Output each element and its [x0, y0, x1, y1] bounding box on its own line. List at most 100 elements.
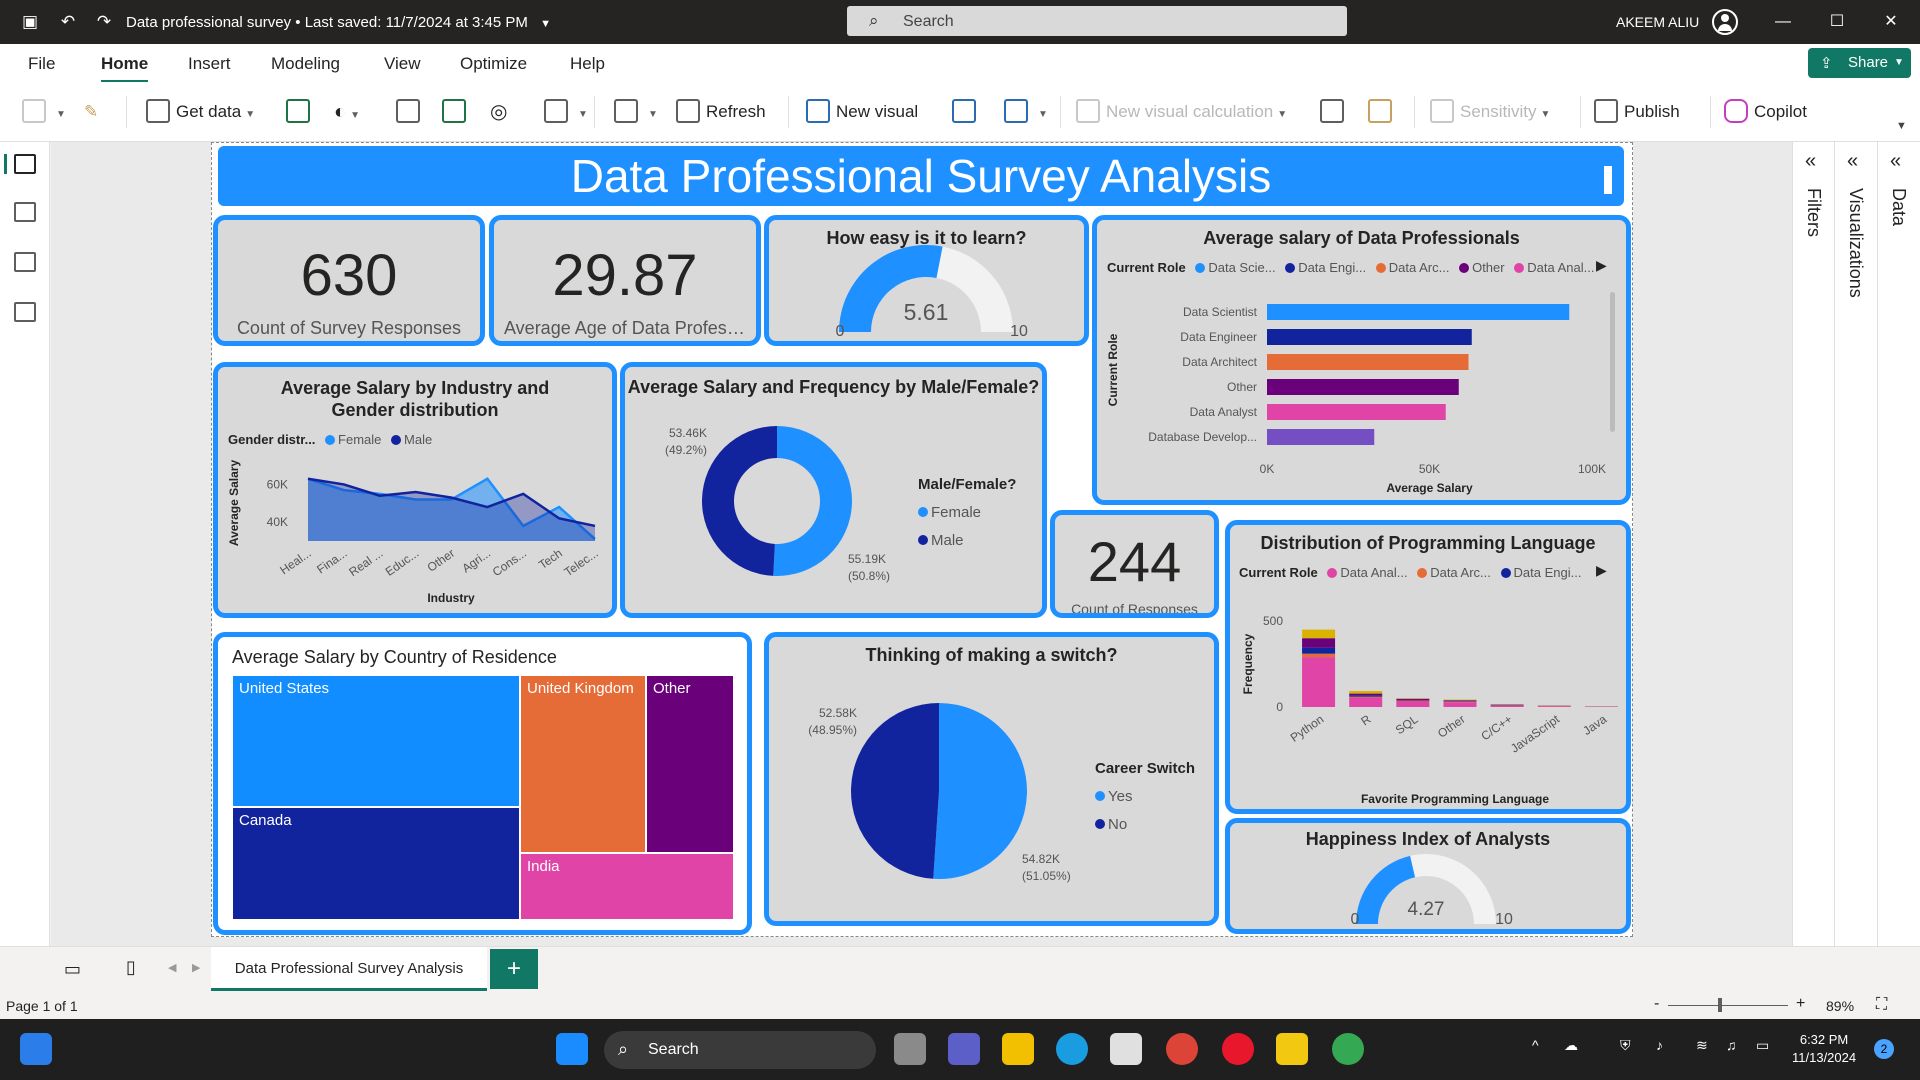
treemap-cell[interactable]: India: [520, 853, 734, 920]
bar-chart-salary-role[interactable]: Average salary of Data Professionals Cur…: [1092, 215, 1631, 505]
new-measure-button[interactable]: [1320, 96, 1350, 128]
filters-pane[interactable]: « Filters: [1792, 142, 1834, 946]
taskbar-search[interactable]: ⌕ Search: [604, 1031, 876, 1069]
kpi-card-age[interactable]: 29.87 Average Age of Data Professi...: [489, 215, 761, 346]
more-visuals-button[interactable]: ▼: [1004, 96, 1048, 128]
menu-home[interactable]: Home: [101, 54, 149, 83]
zoom-out-icon[interactable]: -: [1654, 995, 1660, 1012]
menu-insert[interactable]: Insert: [188, 54, 231, 73]
next-page-icon[interactable]: ▶: [192, 962, 201, 974]
previous-page-icon[interactable]: ◀: [168, 962, 177, 974]
taskbar-clock[interactable]: 6:32 PM 11/13/2024: [1792, 1032, 1857, 1065]
close-icon[interactable]: ✕: [1884, 13, 1898, 30]
area-chart-salary-industry[interactable]: Average Salary by Industry and Gender di…: [213, 362, 617, 618]
tab-data-professional-survey-analysis[interactable]: Data Professional Survey Analysis: [211, 947, 487, 991]
maximize-icon[interactable]: ☐: [1829, 13, 1845, 30]
document-title[interactable]: Data professional survey • Last saved: 1…: [126, 14, 551, 31]
sensitivity-button[interactable]: Sensitivity ▼: [1430, 96, 1550, 128]
stacked-bar-chart-programming-language[interactable]: Distribution of Programming Language Cur…: [1225, 520, 1631, 814]
teams-icon[interactable]: [948, 1033, 980, 1065]
widgets-icon[interactable]: [20, 1033, 52, 1065]
treemap-cell[interactable]: Other: [646, 675, 734, 853]
model-view-icon[interactable]: [14, 252, 36, 272]
share-button[interactable]: ⇪ Share ▼: [1808, 48, 1911, 78]
get-data-button[interactable]: Get data ▼: [146, 96, 255, 128]
gauge-card-happiness[interactable]: Happiness Index of Analysts 4.27 0 10: [1225, 818, 1631, 934]
zoom-slider-handle[interactable]: [1718, 998, 1722, 1012]
opera-icon[interactable]: [1222, 1033, 1254, 1065]
transform-data-button[interactable]: ▼: [614, 96, 658, 128]
kpi-card-count[interactable]: 244 Count of Responses: [1050, 510, 1219, 618]
fit-to-page-icon[interactable]: ⛶: [1876, 996, 1888, 1013]
legend-next-icon[interactable]: ▶: [1596, 257, 1607, 273]
sql-button[interactable]: [396, 96, 426, 128]
security-icon[interactable]: ⛨: [1620, 1037, 1631, 1053]
excel-button[interactable]: [286, 96, 316, 128]
menu-modeling[interactable]: Modeling: [271, 54, 340, 73]
chrome-icon[interactable]: [1166, 1033, 1198, 1065]
new-visual-button[interactable]: New visual: [806, 96, 918, 128]
file-explorer-icon[interactable]: [1002, 1033, 1034, 1065]
treemap-cell[interactable]: United Kingdom: [520, 675, 646, 853]
notification-badge[interactable]: 2: [1874, 1039, 1894, 1059]
visualizations-pane[interactable]: « Visualizations: [1834, 142, 1877, 946]
volume-icon[interactable]: ♫: [1726, 1037, 1737, 1053]
refresh-button[interactable]: Refresh: [676, 96, 766, 128]
microphone-icon[interactable]: ♪: [1656, 1037, 1663, 1053]
expand-icon[interactable]: «: [1847, 150, 1859, 172]
redo-icon[interactable]: ↷: [96, 12, 112, 31]
quick-measure-button[interactable]: [1368, 96, 1398, 128]
scrollbar[interactable]: [1604, 166, 1612, 194]
search-input[interactable]: ⌕ Search: [847, 6, 1347, 36]
store-icon[interactable]: [1110, 1033, 1142, 1065]
power-bi-icon[interactable]: [1276, 1033, 1308, 1065]
mobile-layout-icon[interactable]: ▯: [126, 957, 136, 977]
enter-data-button[interactable]: [442, 96, 472, 128]
expand-icon[interactable]: «: [1890, 150, 1902, 172]
chrome-profile-icon[interactable]: [1332, 1033, 1364, 1065]
format-painter-button[interactable]: ✎: [84, 102, 99, 121]
minimize-icon[interactable]: —: [1775, 13, 1791, 30]
treemap-cell[interactable]: Canada: [232, 807, 520, 920]
save-icon[interactable]: ▣: [21, 12, 39, 31]
recent-sources-button[interactable]: ▼: [544, 96, 588, 128]
undo-icon[interactable]: ↶: [60, 12, 76, 31]
edge-icon[interactable]: [1056, 1033, 1088, 1065]
text-box-button[interactable]: [952, 96, 982, 128]
zoom-slider[interactable]: [1668, 1005, 1788, 1006]
battery-icon[interactable]: ▭: [1756, 1037, 1770, 1053]
dax-query-view-icon[interactable]: [14, 302, 36, 322]
start-icon[interactable]: [556, 1033, 588, 1065]
desktop-layout-icon[interactable]: ▭: [64, 959, 82, 979]
table-view-icon[interactable]: [14, 202, 36, 222]
paste-button[interactable]: ▼: [22, 96, 66, 128]
onelake-button[interactable]: ◐ ▼: [334, 101, 360, 123]
copilot-button[interactable]: Copilot: [1724, 96, 1807, 128]
add-page-button[interactable]: +: [490, 949, 538, 989]
show-hidden-icons-icon[interactable]: ^: [1532, 1037, 1539, 1053]
wifi-icon[interactable]: ≋: [1696, 1037, 1708, 1053]
dataverse-button[interactable]: ◎: [490, 101, 508, 123]
expand-icon[interactable]: «: [1805, 150, 1817, 172]
publish-button[interactable]: Publish: [1594, 96, 1680, 128]
menu-help[interactable]: Help: [570, 54, 605, 73]
scrollbar[interactable]: [1610, 292, 1615, 432]
kpi-card-responses[interactable]: 630 Count of Survey Responses: [213, 215, 485, 346]
donut-chart-salary-gender[interactable]: Average Salary and Frequency by Male/Fem…: [620, 362, 1047, 618]
avatar[interactable]: [1712, 9, 1738, 35]
task-view-icon[interactable]: [894, 1033, 926, 1065]
pie-chart-career-switch[interactable]: Thinking of making a switch? 54.82K (51.0…: [764, 632, 1219, 926]
ribbon-collapse-icon[interactable]: ▼: [1896, 120, 1907, 132]
new-visual-calculation-button[interactable]: New visual calculation ▼: [1076, 96, 1287, 128]
menu-view[interactable]: View: [384, 54, 421, 73]
zoom-in-icon[interactable]: +: [1796, 995, 1806, 1012]
menu-optimize[interactable]: Optimize: [460, 54, 528, 73]
gauge-card-learn[interactable]: How easy is it to learn? 5.61 0 10: [764, 215, 1089, 346]
report-view-icon[interactable]: [4, 154, 36, 174]
menu-file[interactable]: File: [28, 54, 56, 73]
legend-next-icon[interactable]: ▶: [1596, 562, 1607, 578]
treemap-cell[interactable]: United States: [232, 675, 520, 807]
treemap-salary-country[interactable]: Average Salary by Country of Residence U…: [213, 632, 752, 935]
data-pane[interactable]: « Data: [1877, 142, 1920, 946]
user-name[interactable]: AKEEM ALIU: [1616, 14, 1700, 30]
